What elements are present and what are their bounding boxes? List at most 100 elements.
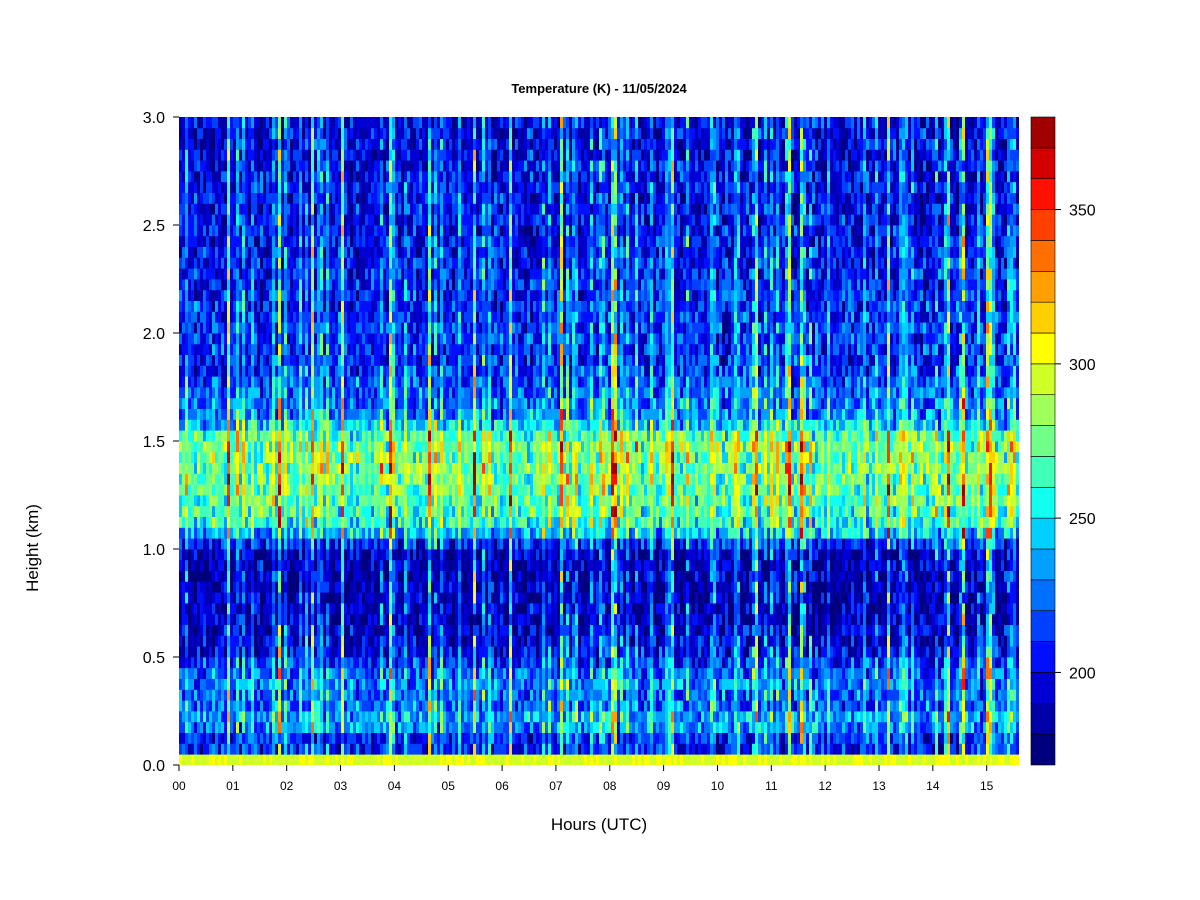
- heatmap-cell: [251, 559, 255, 571]
- heatmap-cell: [206, 149, 210, 161]
- heatmap-cell: [353, 721, 357, 733]
- heatmap-cell: [221, 268, 225, 280]
- heatmap-cell: [185, 203, 189, 215]
- heatmap-cell: [320, 505, 324, 517]
- heatmap-cell: [326, 549, 330, 561]
- heatmap-cell: [281, 570, 285, 582]
- heatmap-cell: [407, 365, 411, 377]
- heatmap-cell: [236, 635, 240, 647]
- heatmap-cell: [320, 322, 324, 334]
- heatmap-cell: [305, 484, 309, 496]
- heatmap-cell: [296, 700, 300, 712]
- heatmap-cell: [356, 689, 360, 701]
- heatmap-cell: [368, 484, 372, 496]
- heatmap-cell: [227, 376, 231, 388]
- heatmap-cell: [248, 732, 252, 744]
- heatmap-cell: [416, 354, 420, 366]
- heatmap-cell: [338, 127, 342, 139]
- heatmap-cell: [383, 657, 387, 669]
- heatmap-plot-area: [179, 117, 1019, 765]
- heatmap-cell: [326, 743, 330, 755]
- heatmap-cell: [392, 441, 396, 453]
- heatmap-cell: [239, 117, 243, 129]
- heatmap-cell: [275, 559, 279, 571]
- heatmap-cell: [290, 387, 294, 399]
- heatmap-cell: [398, 333, 402, 345]
- heatmap-cell: [422, 268, 426, 280]
- heatmap-cell: [398, 408, 402, 420]
- heatmap-cell: [224, 376, 228, 388]
- heatmap-cell: [236, 311, 240, 323]
- heatmap-cell: [212, 592, 216, 604]
- heatmap-cell: [233, 376, 237, 388]
- heatmap-cell: [377, 441, 381, 453]
- heatmap-cell: [185, 354, 189, 366]
- heatmap-cell: [380, 581, 384, 593]
- heatmap-cell: [209, 462, 213, 474]
- heatmap-cell: [419, 300, 423, 312]
- heatmap-cell: [320, 149, 324, 161]
- heatmap-cell: [272, 268, 276, 280]
- heatmap-cell: [389, 635, 393, 647]
- heatmap-cell: [329, 581, 333, 593]
- heatmap-cell: [320, 246, 324, 258]
- heatmap-cell: [233, 505, 237, 517]
- heatmap-cell: [212, 203, 216, 215]
- heatmap-cell: [308, 397, 312, 409]
- heatmap-cell: [362, 333, 366, 345]
- heatmap-cell: [197, 138, 201, 150]
- heatmap-cell: [299, 603, 303, 615]
- heatmap-cell: [338, 711, 342, 723]
- heatmap-cell: [230, 473, 234, 485]
- heatmap-cell: [335, 181, 339, 193]
- heatmap-cell: [236, 117, 240, 129]
- heatmap-cell: [209, 160, 213, 172]
- heatmap-cell: [419, 635, 423, 647]
- heatmap-cell: [419, 592, 423, 604]
- heatmap-cell: [188, 462, 192, 474]
- heatmap-cell: [179, 117, 183, 129]
- heatmap-cell: [236, 754, 240, 765]
- heatmap-cell: [359, 214, 363, 226]
- heatmap-cell: [275, 387, 279, 399]
- heatmap-cell: [404, 235, 408, 247]
- heatmap-cell: [287, 300, 291, 312]
- heatmap-cell: [332, 505, 336, 517]
- heatmap-cell: [380, 149, 384, 161]
- heatmap-cell: [191, 667, 195, 679]
- heatmap-cell: [215, 268, 219, 280]
- heatmap-cell: [227, 117, 231, 129]
- heatmap-cell: [395, 419, 399, 431]
- heatmap-cell: [305, 354, 309, 366]
- heatmap-cell: [371, 462, 375, 474]
- heatmap-cell: [422, 300, 426, 312]
- heatmap-cell: [215, 311, 219, 323]
- heatmap-cell: [269, 257, 273, 269]
- heatmap-cell: [374, 257, 378, 269]
- heatmap-cell: [257, 732, 261, 744]
- heatmap-cell: [206, 127, 210, 139]
- heatmap-cell: [200, 570, 204, 582]
- heatmap-cell: [422, 549, 426, 561]
- heatmap-cell: [338, 171, 342, 183]
- heatmap-cell: [185, 462, 189, 474]
- heatmap-cell: [245, 484, 249, 496]
- heatmap-cell: [398, 311, 402, 323]
- heatmap-cell: [392, 117, 396, 129]
- heatmap-cell: [344, 257, 348, 269]
- heatmap-cell: [305, 505, 309, 517]
- heatmap-cell: [359, 343, 363, 355]
- heatmap-cell: [209, 451, 213, 463]
- heatmap-cell: [413, 322, 417, 334]
- heatmap-cell: [233, 570, 237, 582]
- heatmap-cell: [305, 117, 309, 129]
- heatmap-cell: [254, 603, 258, 615]
- heatmap-cell: [356, 430, 360, 442]
- heatmap-cell: [224, 322, 228, 334]
- heatmap-cell: [260, 397, 264, 409]
- heatmap-cell: [416, 451, 420, 463]
- heatmap-cell: [314, 495, 318, 507]
- heatmap-cell: [263, 700, 267, 712]
- heatmap-cell: [383, 613, 387, 625]
- heatmap-cell: [401, 311, 405, 323]
